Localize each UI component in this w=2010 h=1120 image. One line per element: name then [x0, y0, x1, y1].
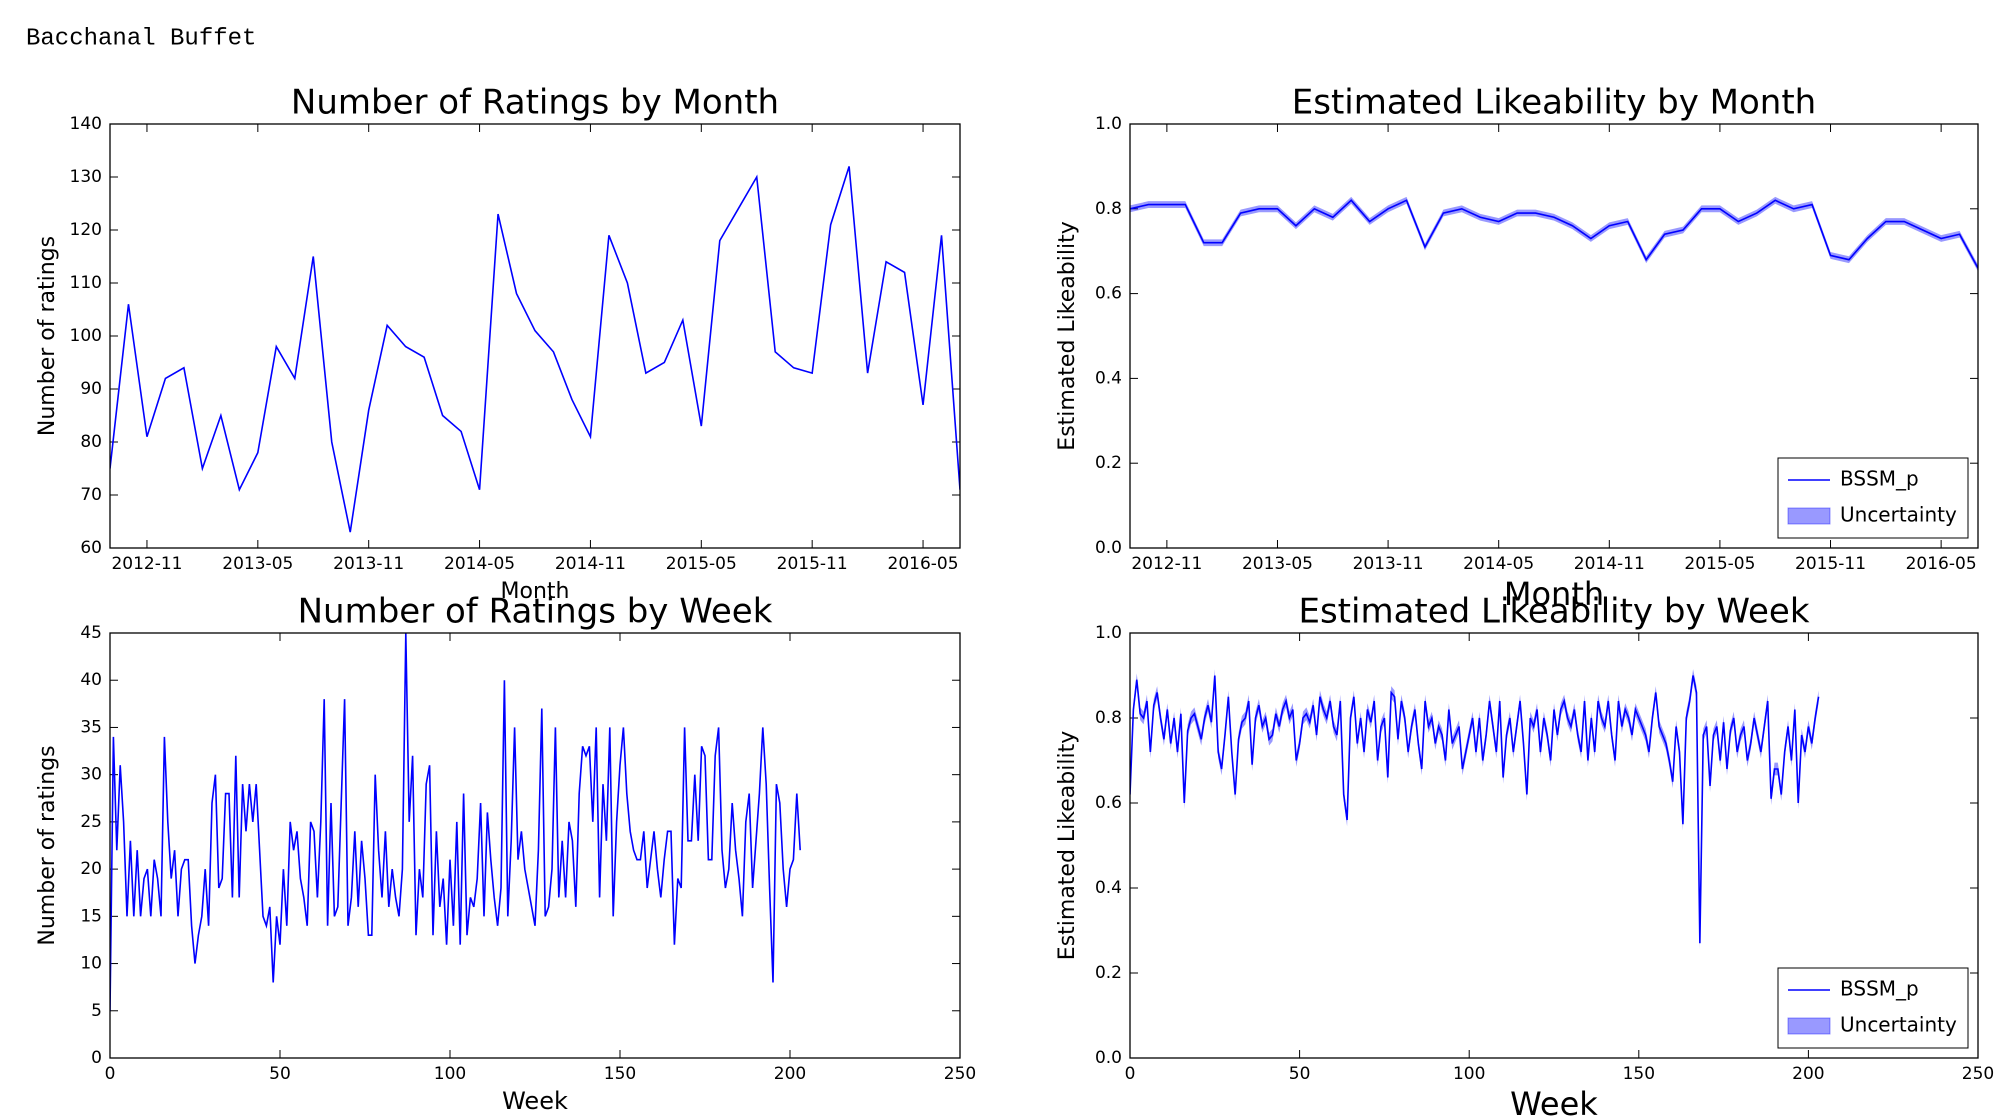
x-tick-label: 50 — [269, 1064, 291, 1084]
y-tick-label: 130 — [70, 167, 102, 187]
y-tick-label: 20 — [80, 859, 102, 879]
y-tick-label: 0.8 — [1095, 708, 1122, 728]
x-tick-label: 2013-11 — [333, 554, 404, 574]
y-tick-label: 0.4 — [1095, 878, 1122, 898]
legend-box — [1777, 457, 1969, 539]
y-tick-label: 1.0 — [1095, 623, 1122, 643]
x-tick-label: 200 — [1792, 1064, 1824, 1084]
chart-title: Number of Ratings by Week — [298, 592, 773, 632]
x-tick-label: 2013-05 — [222, 554, 293, 574]
x-tick-label: 2012-11 — [111, 554, 182, 574]
y-tick-label: 25 — [80, 812, 102, 832]
data-line — [1130, 675, 1820, 944]
chart-title: Estimated Likeability by Week — [1298, 592, 1809, 632]
y-tick-label: 90 — [80, 379, 102, 399]
x-tick-label: 200 — [774, 1064, 806, 1084]
x-tick-label: 2015-05 — [666, 554, 737, 574]
data-line — [1130, 199, 1978, 269]
y-tick-label: 35 — [80, 717, 102, 737]
x-tick-label: 100 — [1453, 1064, 1485, 1084]
y-tick-label: 0.0 — [1095, 1048, 1122, 1068]
legend-label: BSSM_p — [1840, 977, 1919, 1001]
x-tick-label: 2015-05 — [1684, 554, 1755, 574]
x-tick-label: 250 — [944, 1064, 976, 1084]
x-tick-label: 2015-11 — [777, 554, 848, 574]
y-axis-label: Number of ratings — [35, 745, 60, 945]
y-tick-label: 120 — [70, 220, 102, 240]
x-tick-label: 100 — [434, 1064, 466, 1084]
legend-swatch — [1787, 507, 1831, 525]
page-title: Bacchanal Buffet — [26, 25, 256, 52]
x-tick-label: 2013-05 — [1242, 554, 1313, 574]
x-tick-label: 0 — [105, 1064, 116, 1084]
x-tick-label: 2014-11 — [1574, 554, 1645, 574]
x-axis-label: Month — [1504, 575, 1604, 613]
x-tick-label: 50 — [1289, 1064, 1311, 1084]
x-axis-label: Month — [501, 579, 570, 604]
y-tick-label: 110 — [70, 273, 102, 293]
x-tick-label: 2014-11 — [555, 554, 626, 574]
data-line — [110, 633, 801, 1011]
legend-label: Uncertainty — [1840, 1013, 1957, 1037]
y-tick-label: 0.2 — [1095, 963, 1122, 983]
plot-frame — [109, 632, 961, 1059]
x-tick-label: 250 — [1962, 1064, 1994, 1084]
x-tick-label: 0 — [1125, 1064, 1136, 1084]
legend-swatch — [1787, 1017, 1831, 1035]
y-tick-label: 140 — [70, 114, 102, 134]
y-tick-label: 0 — [91, 1048, 102, 1068]
x-tick-label: 2013-11 — [1353, 554, 1424, 574]
y-tick-label: 0.4 — [1095, 368, 1122, 388]
y-tick-label: 45 — [80, 623, 102, 643]
y-tick-label: 15 — [80, 906, 102, 926]
y-axis-label: Estimated Likeability — [1055, 221, 1080, 450]
x-tick-label: 2014-05 — [444, 554, 515, 574]
x-tick-label: 2014-05 — [1463, 554, 1534, 574]
chart-title: Estimated Likeability by Month — [1292, 83, 1816, 123]
uncertainty-band — [1130, 196, 1978, 272]
chart-title: Number of Ratings by Month — [291, 83, 779, 123]
y-tick-label: 0.0 — [1095, 538, 1122, 558]
y-tick-label: 70 — [80, 485, 102, 505]
y-axis-label: Number of ratings — [35, 236, 60, 436]
x-tick-label: 2015-11 — [1795, 554, 1866, 574]
y-axis-label: Estimated Likeability — [1055, 731, 1080, 960]
plot-frame — [1129, 632, 1979, 1059]
plot-frame — [1129, 123, 1979, 549]
y-tick-label: 80 — [80, 432, 102, 452]
y-tick-label: 0.6 — [1095, 284, 1122, 304]
x-tick-label: 150 — [604, 1064, 636, 1084]
y-tick-label: 0.6 — [1095, 793, 1122, 813]
x-axis-label: Week — [502, 1087, 568, 1115]
y-tick-label: 40 — [80, 670, 102, 690]
x-tick-label: 2016-05 — [1906, 554, 1977, 574]
y-tick-label: 0.8 — [1095, 199, 1122, 219]
legend-label: BSSM_p — [1840, 467, 1919, 491]
legend-label: Uncertainty — [1840, 503, 1957, 527]
y-tick-label: 30 — [80, 765, 102, 785]
y-tick-label: 100 — [70, 326, 102, 346]
y-tick-label: 0.2 — [1095, 453, 1122, 473]
x-tick-label: 150 — [1623, 1064, 1655, 1084]
uncertainty-band — [1130, 669, 1819, 950]
y-tick-label: 1.0 — [1095, 114, 1122, 134]
data-line — [110, 166, 960, 533]
x-tick-label: 2012-11 — [1131, 554, 1202, 574]
y-tick-label: 10 — [80, 954, 102, 974]
x-axis-label: Week — [1510, 1085, 1598, 1120]
x-tick-label: 2016-05 — [888, 554, 959, 574]
y-tick-label: 60 — [80, 538, 102, 558]
legend-box — [1777, 967, 1969, 1049]
plot-frame — [109, 123, 961, 549]
y-tick-label: 5 — [91, 1001, 102, 1021]
